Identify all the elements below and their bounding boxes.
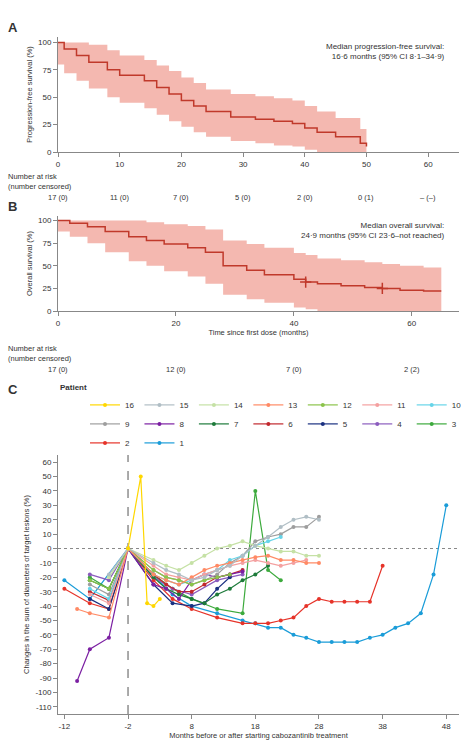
svg-text:40: 40 [289,319,298,328]
svg-text:15: 15 [179,401,188,410]
svg-text:C: C [8,382,18,397]
svg-text:38: 38 [378,722,387,731]
svg-text:100: 100 [38,38,52,47]
svg-text:Median progression-free surviv: Median progression-free survival:16·6 mo… [326,42,445,61]
svg-text:-70: -70 [40,645,52,654]
svg-text:25: 25 [42,120,51,129]
svg-text:10: 10 [452,401,461,410]
svg-text:3: 3 [452,420,457,429]
svg-text:12: 12 [343,401,352,410]
svg-text:-80: -80 [40,659,52,668]
svg-text:8: 8 [189,722,194,731]
svg-text:75: 75 [42,239,51,248]
svg-text:11: 11 [397,401,406,410]
svg-text:10: 10 [115,160,124,169]
svg-text:60: 60 [424,160,433,169]
svg-text:-90: -90 [40,674,52,683]
svg-text:A: A [8,20,18,35]
svg-text:12 (0): 12 (0) [166,365,186,374]
svg-text:9: 9 [125,420,130,429]
svg-text:50: 50 [362,160,371,169]
svg-text:8: 8 [179,420,184,429]
svg-text:0: 0 [56,319,61,328]
svg-text:20: 20 [171,319,180,328]
svg-text:-30: -30 [40,587,52,596]
svg-text:-110: -110 [36,703,52,712]
svg-text:(number censored): (number censored) [8,354,72,363]
svg-text:20: 20 [177,160,186,169]
svg-text:40: 40 [300,160,309,169]
svg-text:-50: -50 [40,616,52,625]
svg-text:16: 16 [125,401,134,410]
svg-text:1: 1 [179,439,184,448]
svg-text:18: 18 [251,722,260,731]
svg-text:2 (0): 2 (0) [297,193,313,202]
svg-text:40: 40 [42,487,51,496]
svg-text:7 (0): 7 (0) [286,365,302,374]
svg-text:2 (2): 2 (2) [404,365,420,374]
svg-text:5: 5 [343,420,348,429]
svg-text:17 (0): 17 (0) [48,365,68,374]
svg-text:Number at risk: Number at risk [8,344,57,353]
svg-text:Months before or after startin: Months before or after starting cabozant… [169,731,348,740]
svg-text:0: 0 [47,544,52,553]
svg-text:Progression-free survival (%): Progression-free survival (%) [25,46,34,143]
svg-text:30: 30 [239,160,248,169]
svg-text:10: 10 [42,530,51,539]
svg-text:14: 14 [234,401,243,410]
svg-text:2: 2 [125,439,130,448]
svg-text:Time since first dose (months): Time since first dose (months) [208,328,309,337]
svg-text:11 (0): 11 (0) [110,193,130,202]
svg-text:60: 60 [407,319,416,328]
svg-text:100: 100 [38,216,52,225]
svg-text:-2: -2 [124,722,132,731]
svg-text:4: 4 [397,420,402,429]
svg-text:-40: -40 [40,602,52,611]
svg-text:– (–): – (–) [420,193,436,202]
svg-text:13: 13 [288,401,297,410]
svg-text:-20: -20 [40,573,52,582]
svg-text:20: 20 [42,516,51,525]
svg-text:5 (0): 5 (0) [235,193,251,202]
svg-text:7 (0): 7 (0) [173,193,189,202]
svg-text:Overall survival (%): Overall survival (%) [25,230,34,296]
svg-text:50: 50 [42,93,51,102]
svg-text:B: B [8,199,17,214]
svg-text:60: 60 [42,458,51,467]
svg-text:Number at risk: Number at risk [8,172,57,181]
svg-text:48: 48 [442,722,451,731]
svg-text:Median overall survival:24·9 m: Median overall survival:24·9 months (95%… [301,221,445,240]
svg-text:0 (1): 0 (1) [358,193,374,202]
svg-text:0: 0 [47,148,52,157]
svg-text:Changes in the sum of diameter: Changes in the sum of diameters of targe… [22,495,31,674]
svg-text:50: 50 [42,262,51,271]
svg-text:30: 30 [42,501,51,510]
svg-text:50: 50 [42,472,51,481]
svg-text:7: 7 [234,420,239,429]
svg-text:-12: -12 [59,722,71,731]
svg-text:Patient: Patient [60,383,87,392]
svg-text:6: 6 [288,420,293,429]
svg-text:-10: -10 [40,559,52,568]
svg-text:75: 75 [42,66,51,75]
svg-text:(number censored): (number censored) [8,182,72,191]
svg-text:17 (0): 17 (0) [48,193,68,202]
svg-text:28: 28 [315,722,324,731]
svg-text:0: 0 [56,160,61,169]
svg-text:-60: -60 [40,631,52,640]
svg-text:0: 0 [47,307,52,316]
svg-text:-100: -100 [35,688,52,697]
svg-text:25: 25 [42,284,51,293]
